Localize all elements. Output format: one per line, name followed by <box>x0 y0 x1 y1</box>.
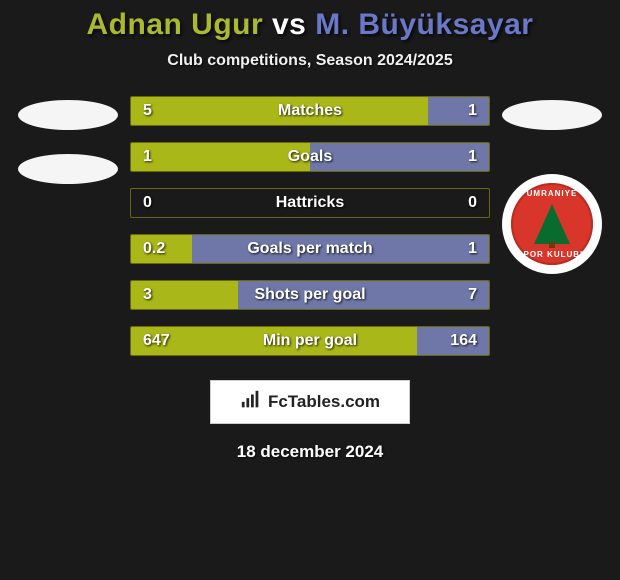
stat-label: Goals <box>131 148 489 166</box>
club-badge-inner: UMRANIYE SPOR KULUBU <box>511 183 593 265</box>
stat-row: 1Goals1 <box>130 142 490 172</box>
stat-row: 3Shots per goal7 <box>130 280 490 310</box>
player1-name: Adnan Ugur <box>87 8 264 41</box>
badge-text-bottom: SPOR KULUBU <box>517 250 587 259</box>
avatar-placeholder <box>502 100 602 130</box>
avatar-placeholder <box>18 100 118 130</box>
club-badge: UMRANIYE SPOR KULUBU <box>502 174 602 274</box>
stat-label: Matches <box>131 102 489 120</box>
stat-label: Min per goal <box>131 332 489 350</box>
left-player-col <box>16 96 120 184</box>
content-row: 5Matches11Goals10Hattricks00.2Goals per … <box>0 96 620 356</box>
vs-word: vs <box>272 8 306 41</box>
stat-label: Hattricks <box>131 194 489 212</box>
subtitle: Club competitions, Season 2024/2025 <box>0 52 620 70</box>
stat-row: 0.2Goals per match1 <box>130 234 490 264</box>
club-placeholder <box>18 154 118 184</box>
stat-row: 0Hattricks0 <box>130 188 490 218</box>
stat-value-right: 7 <box>468 286 489 304</box>
stat-label: Shots per goal <box>131 286 489 304</box>
page-title: Adnan Ugur vs M. Büyüksayar <box>0 8 620 42</box>
stat-row: 5Matches1 <box>130 96 490 126</box>
stats-table: 5Matches11Goals10Hattricks00.2Goals per … <box>130 96 490 356</box>
comparison-card: Adnan Ugur vs M. Büyüksayar Club competi… <box>0 0 620 462</box>
branding-box: FcTables.com <box>210 380 410 424</box>
stat-value-right: 0 <box>468 194 489 212</box>
stat-label: Goals per match <box>131 240 489 258</box>
stat-value-right: 1 <box>468 148 489 166</box>
stat-value-right: 164 <box>450 332 489 350</box>
date-text: 18 december 2024 <box>0 442 620 462</box>
tree-icon <box>534 204 570 244</box>
player2-name: M. Büyüksayar <box>315 8 533 41</box>
branding-text: FcTables.com <box>268 392 380 412</box>
stat-row: 647Min per goal164 <box>130 326 490 356</box>
right-player-col: UMRANIYE SPOR KULUBU <box>500 96 604 274</box>
bar-chart-icon <box>240 389 262 416</box>
stat-value-right: 1 <box>468 102 489 120</box>
stat-value-right: 1 <box>468 240 489 258</box>
badge-text-top: UMRANIYE <box>527 189 578 198</box>
